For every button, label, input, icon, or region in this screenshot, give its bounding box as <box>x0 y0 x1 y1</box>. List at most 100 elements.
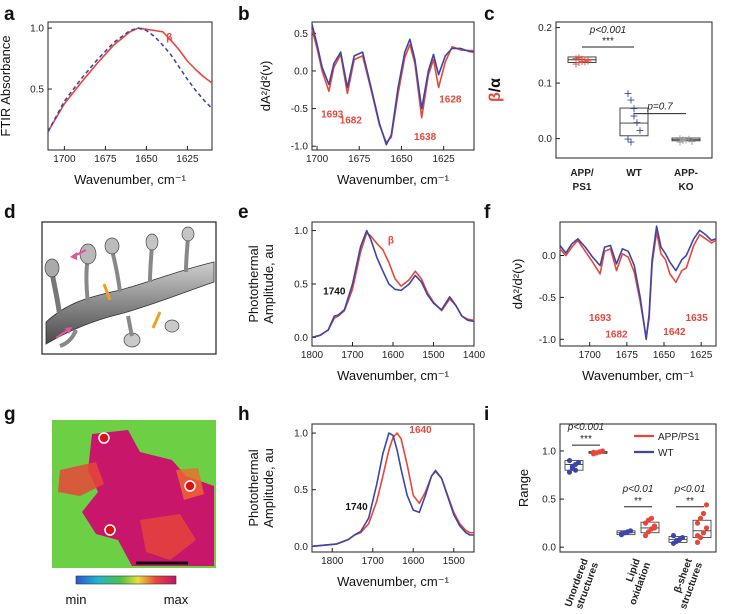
series-line-blue <box>311 432 474 548</box>
measure-point <box>98 432 110 444</box>
series-line-blue <box>311 24 475 146</box>
y-tick-label: 0.0 <box>294 333 308 344</box>
series-line-red <box>311 432 474 548</box>
data-point: + <box>635 124 644 137</box>
data-point <box>679 534 686 541</box>
data-point: + <box>687 135 696 148</box>
dendrite-image <box>41 221 217 355</box>
plot-frame <box>311 423 475 553</box>
annotation-label: 1638 <box>414 132 437 143</box>
data-point: + <box>626 135 635 148</box>
category-label: APP/PS1 <box>570 168 594 193</box>
panel-label-e: e <box>238 202 249 223</box>
chart-f: 1700 1675 1650 1625 -1.0 -0.5 0.0 1693 1682 16421… <box>510 221 717 383</box>
x-tick-label: 1650 <box>135 154 158 165</box>
panel-label-d: d <box>4 202 16 223</box>
y-axis-label: PhotothermalAmplitude, au <box>246 244 276 324</box>
data-point: + <box>629 102 638 115</box>
significance-stars: ** <box>634 496 642 507</box>
y-tick-label: 0.5 <box>294 29 308 40</box>
series-line-blue <box>311 229 475 339</box>
category-label: β-sheetstructures <box>668 557 706 611</box>
y-tick-label: 0.1 <box>538 79 552 90</box>
annotation-label: 1628 <box>439 95 462 106</box>
data-point: + <box>678 133 687 146</box>
data-point: + <box>623 87 632 100</box>
annotation-label: 1682 <box>605 330 628 341</box>
series-line-blue <box>559 225 717 341</box>
spine-head <box>79 243 97 265</box>
panel-label-h: h <box>238 404 250 425</box>
data-point <box>642 533 649 539</box>
p-value-label: p<0.001 <box>589 25 626 36</box>
data-point: + <box>632 116 641 129</box>
data-point: + <box>675 132 684 145</box>
annotation-label: 1682 <box>340 116 363 127</box>
data-point <box>703 502 710 508</box>
chart-h: 1800 1700 1600 1500 0.0 0.5 1.0 1740 1640 Wavenum… <box>246 423 475 589</box>
x-tick-label: 1700 <box>579 350 602 361</box>
category-label: Unorderedstructures <box>563 557 601 612</box>
x-tick-label: 1500 <box>422 350 445 361</box>
spine-head <box>164 319 180 333</box>
data-point <box>575 459 582 466</box>
data-point <box>627 528 634 534</box>
y-tick-label: -0.5 <box>291 104 309 115</box>
plot-frame <box>559 423 717 553</box>
data-point: + <box>580 54 589 67</box>
annotation-label: 1740 <box>323 287 346 298</box>
category-label: WT <box>626 168 642 179</box>
x-tick-label: 1675 <box>94 154 117 165</box>
data-point: + <box>623 133 632 146</box>
annotation-label: 1635 <box>686 313 709 324</box>
colorbar-min-label: min <box>66 592 87 607</box>
x-tick-label: 1800 <box>301 350 324 361</box>
series-line-beta <box>47 27 213 133</box>
x-tick-label: 1400 <box>463 350 486 361</box>
x-tick-label: 1625 <box>690 350 713 361</box>
p-value-label: p=0.7 <box>646 102 673 113</box>
x-tick-label: 1650 <box>653 350 676 361</box>
x-tick-label: 1700 <box>362 556 385 567</box>
spine <box>59 329 78 348</box>
chart-a: 1700 1675 1650 1625 0.5 1.0 β Wavenumber, cm⁻¹ F… <box>0 21 213 187</box>
data-point: + <box>583 54 592 67</box>
data-point <box>566 469 573 475</box>
colorbar-max-label: max <box>164 592 189 607</box>
y-tick-label: 0.5 <box>294 485 308 496</box>
significance-stars: *** <box>580 434 592 445</box>
ptir-map-region <box>140 514 196 560</box>
y-tick-label: -0.5 <box>539 293 557 304</box>
data-point <box>566 457 573 464</box>
data-point <box>700 510 707 517</box>
data-point: + <box>571 52 580 65</box>
data-point: + <box>574 56 583 69</box>
y-axis-label: β/α <box>487 78 504 102</box>
y-tick-label: 1.0 <box>30 24 44 35</box>
data-point <box>694 533 701 539</box>
annotation-label: β <box>166 32 172 43</box>
data-point: + <box>675 135 684 148</box>
p-value-label: p<0.01 <box>674 484 706 495</box>
spine-head <box>145 233 159 251</box>
series-line-red <box>311 231 475 339</box>
spine-head <box>181 226 195 242</box>
data-point: + <box>571 58 580 71</box>
y-tick-label: 0.0 <box>294 542 308 553</box>
panel-label-g: g <box>4 404 16 425</box>
panel-label-c: c <box>484 4 495 25</box>
y-tick-label: 0.0 <box>538 134 552 145</box>
y-tick-label: 0.5 <box>294 280 308 291</box>
data-point <box>618 531 625 537</box>
y-tick-label: 1.0 <box>294 429 308 440</box>
legend-label: APP/PS1 <box>658 432 700 443</box>
y-tick-label: 0.0 <box>294 66 308 77</box>
y-tick-label: 0.5 <box>542 495 556 506</box>
ptir-map-region <box>58 462 104 496</box>
data-point: + <box>580 55 589 68</box>
data-point <box>590 449 597 455</box>
measure-point <box>104 524 116 536</box>
plot-frame <box>555 21 713 159</box>
